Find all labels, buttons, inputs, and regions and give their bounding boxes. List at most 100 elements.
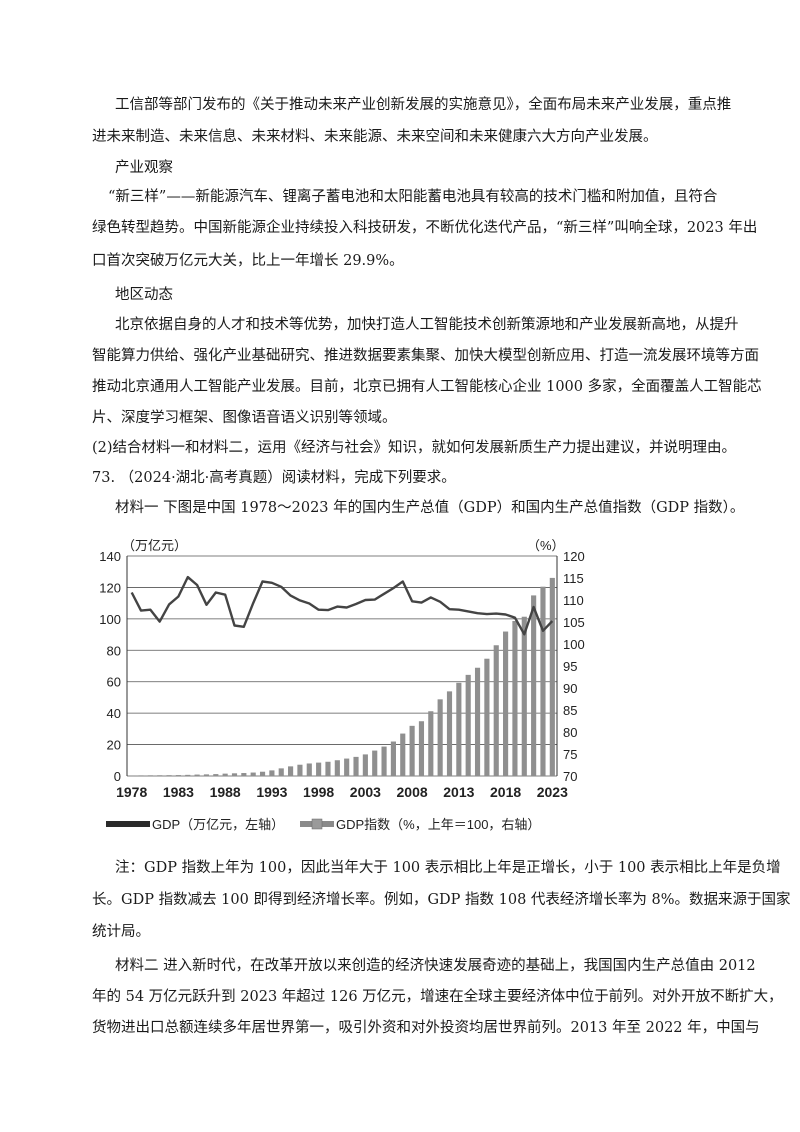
x-tick-label: 1978	[116, 784, 147, 800]
gdp-index-line	[130, 575, 554, 636]
chart-axes: 0 20 40 60 80 100 120 140 70 75 80 85 90 95 100 105 110 1…	[99, 549, 584, 800]
material-1-intro: 材料一 下图是中国 1978～2023 年的国内生产总值（GDP）和国内生产总值…	[115, 500, 745, 516]
gdp-bars	[129, 577, 555, 777]
gdp-bar	[231, 773, 238, 776]
left-tick-label: 120	[99, 580, 121, 595]
legend-gdp-label: GDP（万亿元，左轴）	[152, 817, 284, 832]
gdp-bar	[259, 771, 266, 776]
material-2-line1: 材料二 进入新时代，在改革开放以来创造的经济快速发展奇迹的基础上，我国国内生产总…	[115, 958, 756, 974]
x-tick-label: 2013	[443, 784, 474, 800]
gdp-bar	[278, 768, 284, 776]
left-tick-label: 0	[114, 769, 121, 784]
gdp-bar	[157, 775, 163, 776]
para3-line1: 北京依据自身的人才和技术等优势，加快打造人工智能技术创新策源地和产业发展新高地，…	[115, 317, 739, 333]
gdp-bar	[203, 774, 210, 776]
gdp-bar	[129, 775, 135, 777]
gdp-bar	[409, 725, 415, 776]
gdp-index-polyline	[130, 575, 554, 636]
x-tick-label: 2023	[537, 784, 568, 800]
legend: GDP（万亿元，左轴） GDP指数（%，上年＝100，右轴）	[106, 817, 540, 832]
left-tick-label: 140	[99, 549, 121, 564]
heading-regional-news: 地区动态	[115, 287, 173, 303]
gdp-bar	[147, 775, 153, 776]
gdp-bar	[241, 773, 247, 776]
para2-line3: 口首次突破万亿元大关，比上一年增长 29.9%。	[92, 253, 404, 269]
right-tick-label: 115	[563, 571, 584, 586]
gdp-bar	[474, 667, 481, 776]
gdp-bar	[175, 775, 181, 776]
legend-index-label: GDP指数（%，上年＝100，右轴）	[336, 817, 540, 832]
gdp-bar	[428, 711, 434, 776]
gdp-bar	[250, 772, 256, 776]
gdp-bar	[325, 761, 331, 776]
right-tick-label: 70	[563, 769, 577, 784]
legend-gdp-swatch	[106, 821, 150, 827]
gdp-bar	[334, 760, 340, 776]
gdp-bar	[503, 631, 509, 776]
heading-industry-watch: 产业观察	[115, 160, 173, 176]
gdp-bar	[213, 774, 219, 776]
gdp-bar	[484, 658, 490, 776]
para3-line2: 智能算力供给、强化产业基础研究、推进数据要素集聚、加快大模型创新应用、打造一流发…	[92, 348, 759, 364]
x-tick-label: 1993	[256, 784, 287, 800]
para1-line1: 工信部等部门发布的《关于推动未来产业创新发展的实施意见》，全面布局未来产业发展，…	[115, 97, 732, 113]
x-tick-label: 1988	[210, 784, 241, 800]
gdp-bar	[194, 774, 200, 776]
gdp-bar	[166, 775, 172, 776]
x-tick-label: 1998	[303, 784, 334, 800]
gdp-bar	[549, 577, 555, 776]
left-tick-label: 20	[107, 738, 121, 753]
gdp-bar	[512, 620, 518, 776]
gdp-bar	[437, 699, 443, 776]
gdp-bar	[353, 756, 359, 776]
chart-grid	[127, 555, 557, 777]
gdp-bar	[288, 766, 294, 776]
material-2-line2: 年的 54 万亿元跃升到 2023 年超过 126 万亿元，增速在全球主要经济体…	[92, 989, 783, 1005]
gdp-bar	[446, 691, 453, 776]
right-tick-label: 110	[563, 593, 584, 608]
gdp-bar	[531, 595, 537, 776]
gdp-bar	[390, 741, 396, 776]
x-tick-label: 2008	[397, 784, 428, 800]
x-tick-label: 1983	[163, 784, 194, 800]
right-tick-label: 100	[563, 637, 585, 652]
gdp-bar	[418, 721, 425, 776]
legend-index-marker	[311, 818, 323, 830]
para2-line1: “新三样”——新能源汽车、锂离子蓄电池和太阳能蓄电池具有较高的技术门槛和附加值，…	[108, 189, 718, 205]
right-tick-label: 120	[563, 549, 585, 564]
left-axis-unit: （万亿元）	[122, 538, 187, 553]
gdp-bar	[400, 733, 406, 776]
right-tick-label: 75	[563, 747, 577, 762]
para2-line2: 绿色转型趋势。中国新能源企业持续投入科技研发，不断优化迭代产品，“新三样”叫响全…	[92, 220, 758, 236]
gdp-bar	[540, 586, 546, 776]
para1-line2: 进未来制造、未来信息、未来材料、未来能源、未来空间和未来健康六大方向产业发展。	[92, 129, 658, 145]
gdp-bar	[362, 754, 368, 776]
right-tick-label: 105	[563, 615, 585, 630]
gdp-bar	[465, 674, 471, 776]
left-tick-label: 60	[107, 675, 121, 690]
left-tick-label: 40	[107, 706, 121, 721]
right-tick-label: 85	[563, 703, 577, 718]
x-tick-label: 2018	[490, 784, 521, 800]
gdp-bar	[306, 763, 312, 776]
left-tick-label: 100	[99, 612, 121, 627]
gdp-bar	[297, 764, 303, 776]
gdp-bar	[269, 770, 275, 776]
note-line2: 长。GDP 指数减去 100 即得到经济增长率。例如，GDP 指数 108 代表…	[92, 892, 791, 908]
note-line3: 统计局。	[92, 924, 150, 940]
gdp-bar	[316, 762, 322, 776]
right-tick-label: 90	[563, 681, 577, 696]
question-2: (2)结合材料一和材料二，运用《经济与社会》知识，就如何发展新质生产力提出建议，…	[92, 440, 737, 456]
question-73-header: 73. （2024·湖北·高考真题）阅读材料，完成下列要求。	[92, 470, 456, 486]
material-2-line3: 货物进出口总额连续多年居世界第一，吸引外资和对外投资均居世界前列。2013 年至…	[92, 1020, 760, 1036]
gdp-chart: 0 20 40 60 80 100 120 140 70 75 80 85 90 95 100 105 110 1…	[99, 538, 584, 832]
para3-line3: 推动北京通用人工智能产业发展。目前，北京已拥有人工智能核心企业 1000 多家，…	[92, 379, 762, 395]
left-tick-label: 80	[107, 643, 121, 658]
right-tick-label: 95	[563, 659, 577, 674]
gdp-bar	[456, 682, 462, 776]
gdp-bar	[521, 616, 527, 776]
right-axis-unit: （%）	[527, 538, 565, 553]
gdp-bar	[381, 746, 387, 776]
gdp-bar	[185, 774, 191, 776]
x-tick-label: 2003	[350, 784, 381, 800]
